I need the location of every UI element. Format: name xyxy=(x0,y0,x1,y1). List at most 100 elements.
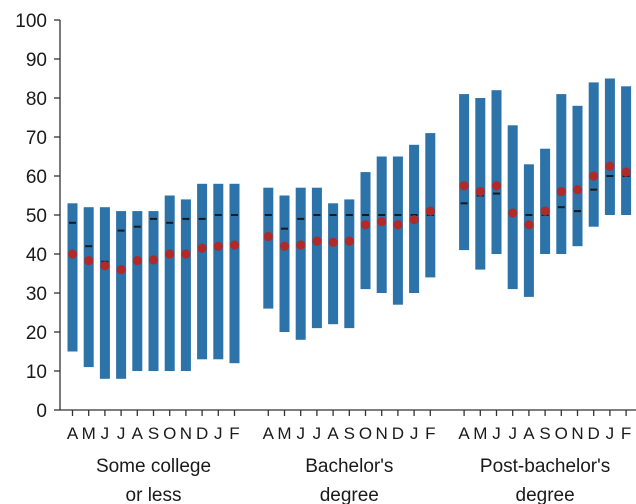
month-label: J xyxy=(296,424,305,443)
y-tick-label: 60 xyxy=(26,167,47,188)
month-label: N xyxy=(180,424,192,443)
range-bar xyxy=(540,148,551,254)
range-bar xyxy=(491,90,502,254)
mean-marker xyxy=(181,249,191,259)
mean-marker xyxy=(312,236,322,246)
mean-marker xyxy=(409,215,419,225)
range-bar xyxy=(523,164,534,297)
y-tick-label: 90 xyxy=(26,50,47,71)
mean-marker xyxy=(360,220,371,230)
range-bar xyxy=(588,82,599,227)
range-bar xyxy=(180,199,191,371)
mean-marker xyxy=(491,181,502,191)
range-bar xyxy=(328,203,339,325)
mean-marker xyxy=(263,231,273,242)
mean-marker xyxy=(197,243,207,253)
mean-marker xyxy=(589,171,599,181)
group-label: Post-bachelor's xyxy=(480,456,610,477)
month-label: A xyxy=(263,424,275,443)
month-label: A xyxy=(327,424,339,443)
range-bar xyxy=(311,187,322,329)
month-label: F xyxy=(229,424,239,443)
y-tick-label: 50 xyxy=(26,206,47,227)
y-tick-label: 40 xyxy=(26,245,47,266)
range-bar xyxy=(99,207,110,379)
mean-marker xyxy=(328,237,338,247)
x-axis xyxy=(60,409,636,416)
month-label: O xyxy=(163,424,176,443)
month-label: A xyxy=(458,424,470,443)
month-label: S xyxy=(148,424,159,443)
mean-marker xyxy=(459,181,469,191)
mean-marker xyxy=(279,241,290,251)
range-bar xyxy=(344,199,355,329)
mean-marker xyxy=(296,240,306,250)
month-label: F xyxy=(621,424,631,443)
y-tick-label: 20 xyxy=(26,323,47,344)
mean-marker xyxy=(84,256,94,266)
mean-marker xyxy=(116,265,126,275)
y-tick-label: 30 xyxy=(26,284,47,305)
month-label: J xyxy=(508,424,517,443)
range-bar xyxy=(229,183,240,364)
y-tick-label: 70 xyxy=(26,128,47,149)
mean-marker xyxy=(572,185,583,195)
mean-marker xyxy=(132,256,142,266)
range-bar xyxy=(425,133,436,278)
group-label: Bachelor's xyxy=(305,456,393,477)
range-bar xyxy=(116,211,127,379)
mean-marker xyxy=(475,187,485,197)
mean-marker xyxy=(425,206,435,216)
range-bar xyxy=(263,187,274,309)
range-bar xyxy=(295,187,306,340)
range-bar xyxy=(459,94,470,251)
range-bar xyxy=(213,183,224,360)
range-bars xyxy=(67,78,632,379)
y-tick-label: 0 xyxy=(36,401,47,422)
group-label: or less xyxy=(126,485,182,504)
group-label: degree xyxy=(320,485,379,504)
month-label: N xyxy=(571,424,583,443)
month-label: A xyxy=(67,424,79,443)
month-label: J xyxy=(606,424,615,443)
range-bar xyxy=(197,183,208,360)
group-label: degree xyxy=(516,485,575,504)
month-label: M xyxy=(277,424,291,443)
month-label: D xyxy=(588,424,600,443)
mean-marker xyxy=(67,249,78,259)
range-bar xyxy=(148,211,159,371)
month-label: J xyxy=(410,424,419,443)
month-label: J xyxy=(117,424,126,443)
range-bar xyxy=(83,207,94,368)
mean-marker xyxy=(540,206,550,216)
range-bar xyxy=(360,172,371,290)
range-bar xyxy=(164,195,175,371)
range-bar xyxy=(572,105,583,247)
mean-marker xyxy=(556,187,566,197)
mean-marker xyxy=(377,217,387,227)
mean-marker xyxy=(229,240,240,250)
month-label: M xyxy=(82,424,96,443)
range-bar xyxy=(475,98,486,270)
y-tick-label: 80 xyxy=(26,89,47,110)
month-label: F xyxy=(425,424,435,443)
range-bar xyxy=(392,156,403,305)
y-tick-label: 100 xyxy=(15,11,47,32)
month-label: M xyxy=(473,424,487,443)
group-label: Some college xyxy=(96,456,211,477)
range-bar xyxy=(621,86,632,215)
month-label: J xyxy=(492,424,501,443)
range-bar xyxy=(67,203,78,352)
mean-marker xyxy=(508,208,518,218)
month-label: O xyxy=(359,424,372,443)
range-bar xyxy=(604,78,615,215)
range-bar xyxy=(132,211,143,371)
mean-marker xyxy=(605,161,615,171)
mean-marker xyxy=(393,220,403,230)
mean-marker xyxy=(148,255,159,265)
range-bar xyxy=(507,125,518,290)
range-bar xyxy=(556,94,567,254)
month-label: J xyxy=(101,424,110,443)
